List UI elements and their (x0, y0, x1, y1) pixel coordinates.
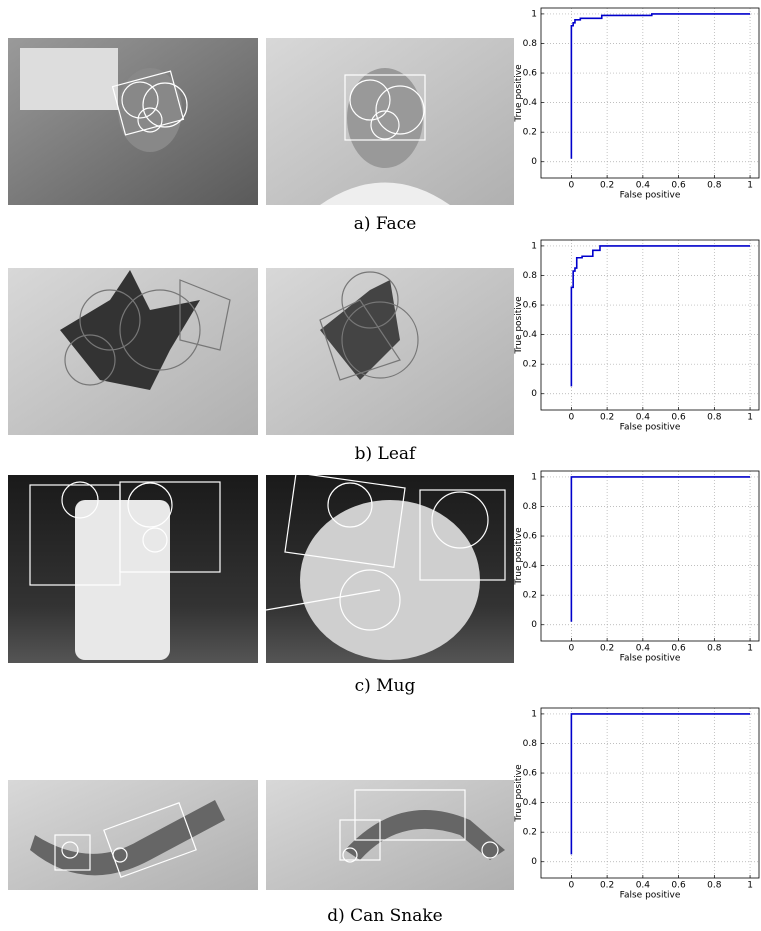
y-tick-label: 1 (531, 9, 537, 19)
x-tick-label: 0.6 (671, 644, 686, 654)
x-tick-label: 0.8 (707, 413, 722, 423)
x-tick-label: 0.2 (600, 181, 614, 191)
y-axis-label: True positive (514, 296, 524, 355)
x-tick-label: 0.8 (707, 881, 722, 891)
roc-line (571, 14, 750, 159)
x-tick-label: 0.6 (671, 181, 686, 191)
roc-line (571, 714, 750, 854)
y-tick-label: 0.6 (523, 301, 538, 311)
y-tick-label: 1 (531, 472, 537, 482)
photo-face (118, 68, 182, 152)
y-tick-label: 0 (531, 157, 537, 167)
x-tick-label: 0.6 (671, 413, 686, 423)
caption: a) Face (354, 214, 417, 234)
y-tick-label: 0.4 (523, 330, 538, 340)
y-tick-label: 0.8 (523, 502, 538, 512)
x-tick-label: 0.6 (671, 881, 686, 891)
x-tick-label: 0.4 (636, 181, 651, 191)
x-axis-label: False positive (620, 891, 681, 901)
plot-frame (541, 8, 759, 178)
y-tick-label: 0.6 (523, 532, 538, 542)
y-axis-label: True positive (514, 764, 524, 823)
x-tick-label: 1 (747, 881, 753, 891)
figure: a) Face b) Leaf c) Mug d) Can Snake 0 0.2… (0, 0, 761, 931)
y-axis-label: True positive (514, 527, 524, 586)
y-tick-label: 0.8 (523, 739, 538, 749)
y-tick-label: 0.2 (523, 360, 537, 370)
x-axis-label: False positive (620, 191, 681, 201)
x-tick-label: 0.4 (636, 413, 651, 423)
plot-frame (541, 708, 759, 878)
caption: d) Can Snake (327, 906, 443, 926)
x-tick-label: 0 (569, 881, 575, 891)
y-tick-label: 0.4 (523, 561, 538, 571)
y-tick-label: 0.2 (523, 828, 537, 838)
caption: b) Leaf (355, 444, 417, 464)
y-tick-label: 0 (531, 857, 537, 867)
x-tick-label: 1 (747, 644, 753, 654)
x-tick-label: 0.2 (600, 881, 614, 891)
roc-line (571, 477, 750, 622)
y-tick-label: 0.8 (523, 271, 538, 281)
photos (8, 38, 514, 890)
x-tick-label: 0.2 (600, 644, 614, 654)
x-tick-label: 0.4 (636, 644, 651, 654)
y-tick-label: 0.4 (523, 798, 538, 808)
x-tick-label: 0.8 (707, 644, 722, 654)
x-axis-label: False positive (620, 423, 681, 433)
plot-frame (541, 471, 759, 641)
y-tick-label: 0.6 (523, 69, 538, 79)
y-tick-label: 0.2 (523, 128, 537, 138)
y-tick-label: 0 (531, 389, 537, 399)
x-tick-label: 0 (569, 413, 575, 423)
photo-poster (20, 48, 118, 110)
y-tick-label: 0 (531, 620, 537, 630)
y-tick-label: 0.8 (523, 39, 538, 49)
x-axis-label: False positive (620, 654, 681, 664)
x-tick-label: 0.4 (636, 881, 651, 891)
y-tick-label: 0.2 (523, 591, 537, 601)
plot-frame (541, 240, 759, 410)
photo (8, 780, 258, 890)
y-tick-label: 0.4 (523, 98, 538, 108)
y-tick-label: 0.6 (523, 769, 538, 779)
y-tick-label: 1 (531, 241, 537, 251)
roc-line (571, 246, 750, 386)
x-tick-label: 0 (569, 181, 575, 191)
x-tick-label: 1 (747, 181, 753, 191)
caption: c) Mug (355, 676, 416, 696)
x-tick-label: 0.2 (600, 413, 614, 423)
x-tick-label: 0.8 (707, 181, 722, 191)
y-axis-label: True positive (514, 64, 524, 123)
y-tick-label: 1 (531, 709, 537, 719)
x-tick-label: 1 (747, 413, 753, 423)
x-tick-label: 0 (569, 644, 575, 654)
